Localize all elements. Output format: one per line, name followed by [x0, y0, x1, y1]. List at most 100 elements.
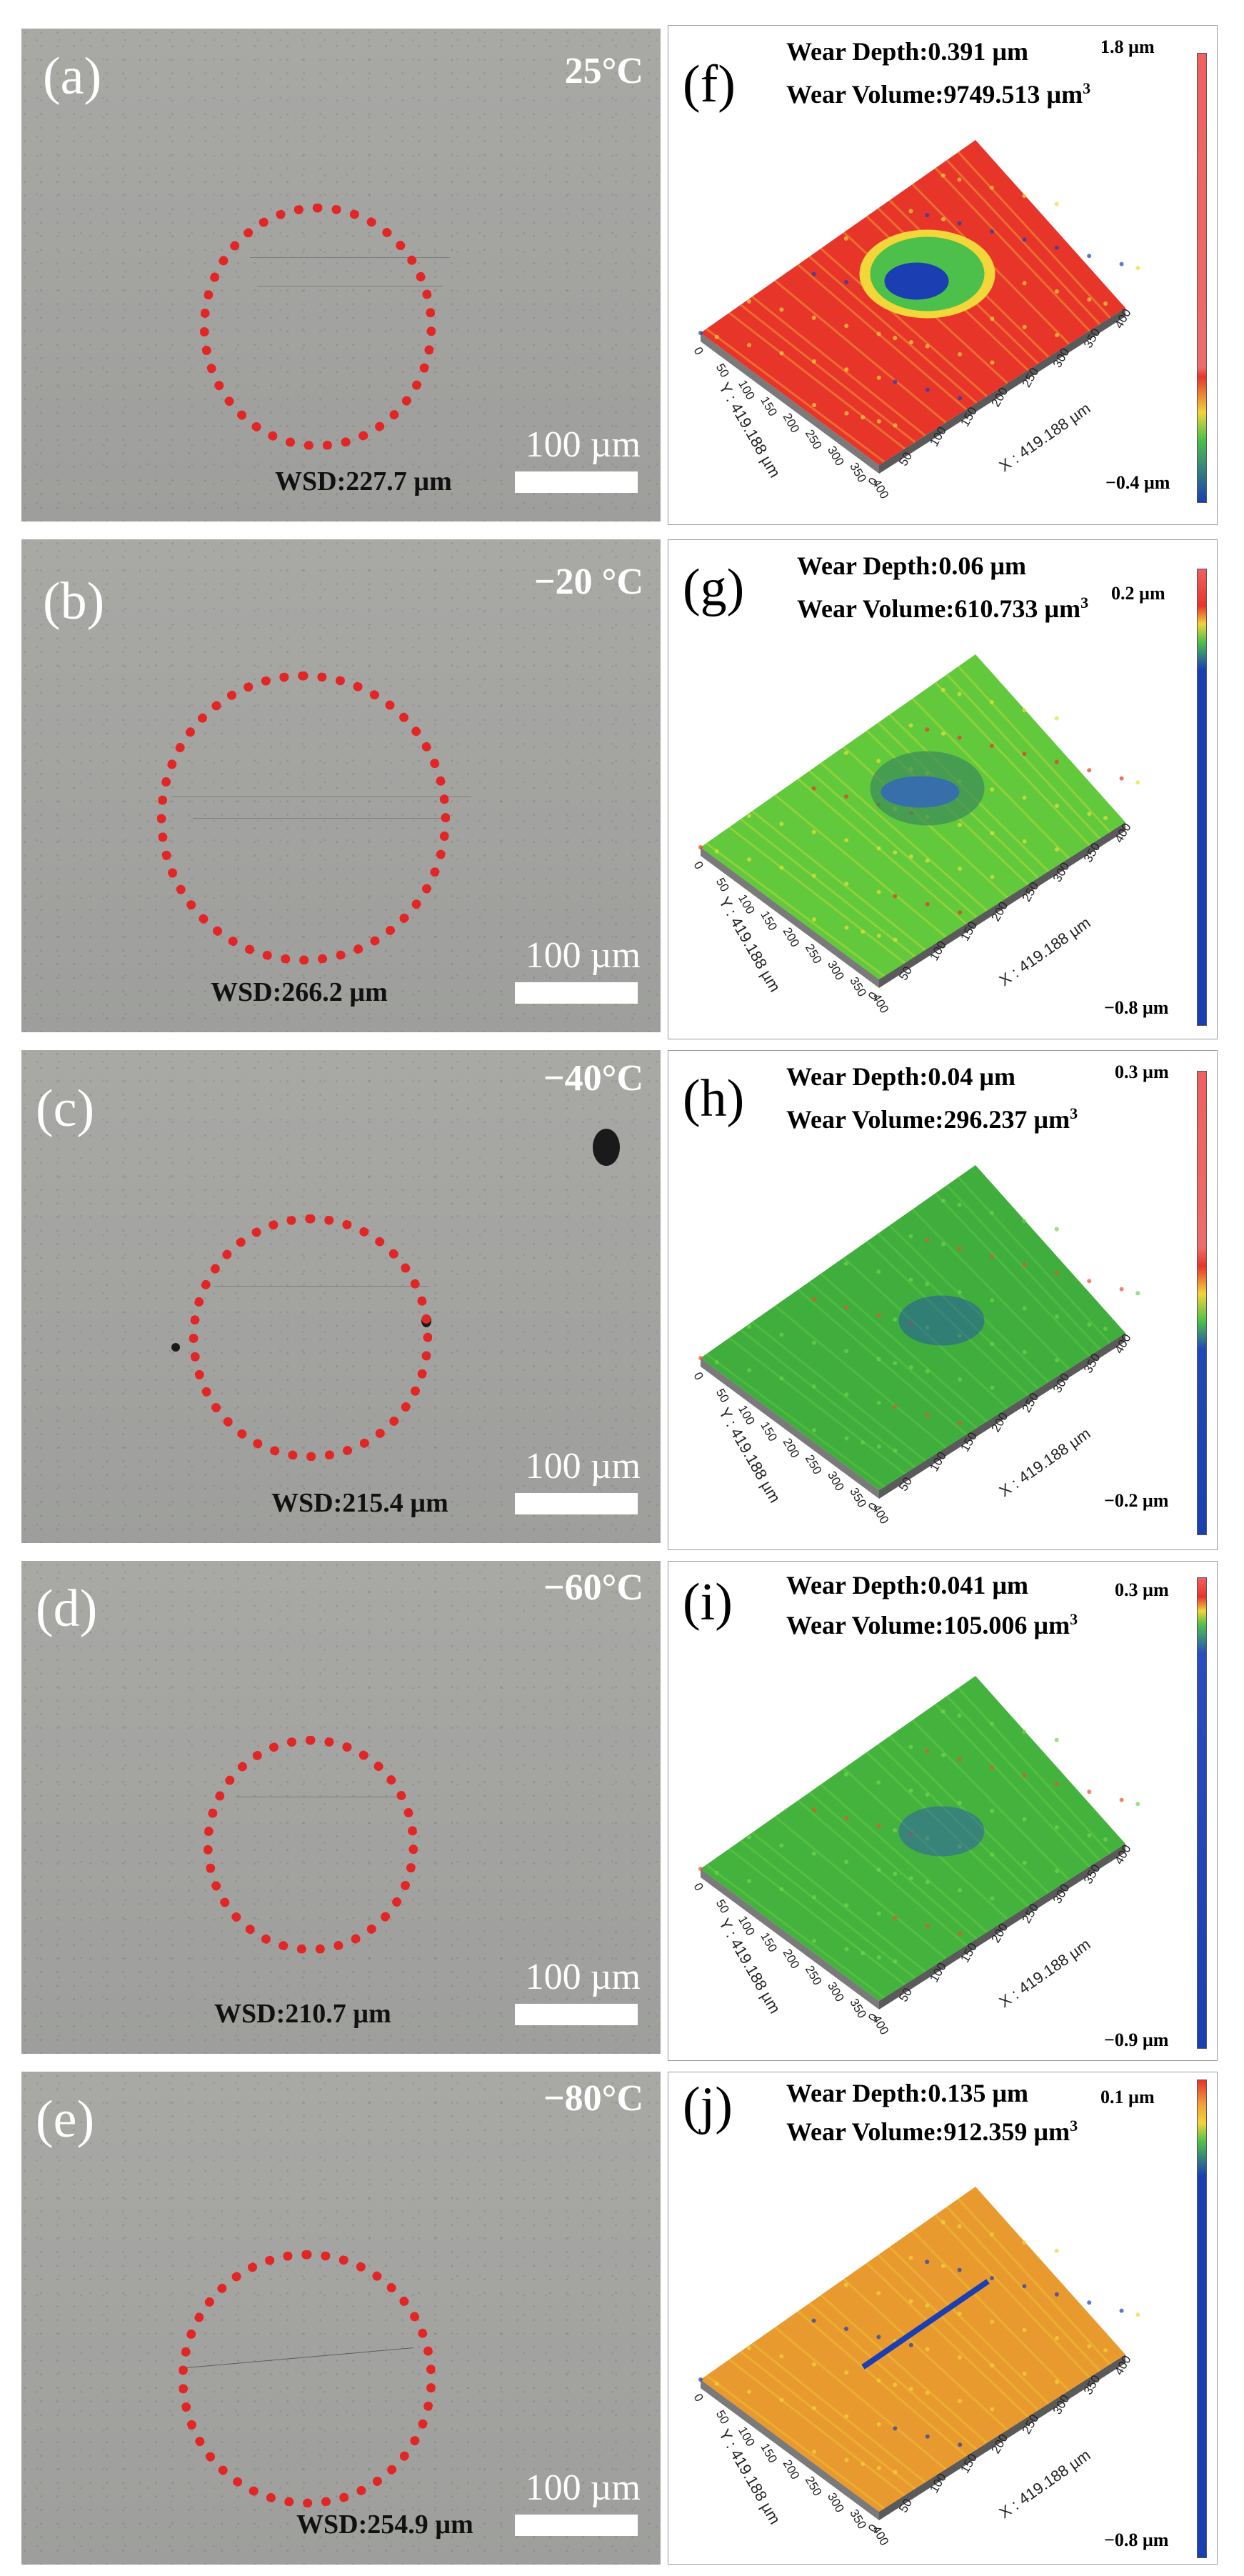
scale-bar-label: 100 µm	[525, 2467, 641, 2508]
y-tick-label: 200	[781, 1436, 803, 1460]
color-scale-bar	[1197, 569, 1207, 1026]
color-scale-bar	[1197, 53, 1207, 503]
x-axis-label: X : 419.188 µm	[996, 914, 1094, 989]
wear-volume-label: Wear Volume:296.237 µm3	[786, 1104, 1078, 1134]
y-tick-label: 150	[758, 1419, 780, 1444]
temperature-label: −60°C	[543, 1567, 643, 1608]
color-scale-min: −0.2 µm	[1104, 1490, 1169, 1511]
panel-label: (c)	[36, 1079, 95, 1138]
y-tick-label: 150	[758, 1930, 780, 1955]
micrograph-b: (b) −20 °C 100 µm WSD:266.2 µm	[21, 539, 661, 1032]
color-scale-max: 0.2 µm	[1111, 583, 1165, 604]
color-scale-max: 0.3 µm	[1115, 1062, 1169, 1082]
topography-i: 0 0 50 50 100 100 150 150 200 200 250 250 300 300 350 3…	[668, 1561, 1218, 2061]
y-tick-label: 300	[825, 2490, 847, 2515]
y-tick-label: 50	[713, 361, 732, 380]
topography-f: 0 0 50 50 100 100 150 150 200 200 250 250 300 300 350 3…	[668, 25, 1218, 525]
y-tick-label: 150	[758, 394, 780, 419]
scale-bar	[515, 982, 638, 1004]
y-tick-label: 50	[713, 1897, 732, 1916]
y-tick-label: 300	[825, 444, 847, 468]
panel-label: (h)	[683, 1069, 745, 1128]
wear-volume-label: Wear Volume:912.359 µm3	[786, 2117, 1078, 2146]
y-tick-label: 0	[691, 345, 706, 358]
y-tick-label: 300	[825, 1980, 847, 2004]
y-tick-label: 0	[691, 1881, 706, 1894]
wear-scar-outline	[204, 1736, 418, 1954]
y-tick-label: 0	[691, 1370, 706, 1383]
panel-label: (j)	[683, 2077, 733, 2135]
y-tick-label: 0	[691, 2392, 706, 2405]
surface-plate	[701, 2187, 1125, 2512]
y-tick-label: 200	[781, 411, 803, 435]
y-tick-label: 0	[691, 859, 706, 872]
wear-scar-diameter: WSD:210.7 µm	[214, 1999, 391, 2029]
y-tick-label: 300	[825, 958, 847, 982]
panel-label: (a)	[43, 47, 102, 106]
scale-bar-label: 100 µm	[525, 1446, 641, 1487]
wear-volume-label: Wear Volume:105.006 µm3	[786, 1610, 1078, 1639]
color-scale-min: −0.8 µm	[1104, 2530, 1169, 2550]
color-scale-bar	[1197, 2080, 1207, 2558]
scale-bar-label: 100 µm	[525, 424, 641, 465]
temperature-label: −40°C	[543, 1058, 643, 1099]
color-scale-max: 1.8 µm	[1100, 36, 1155, 57]
micrograph-c: (c) −40°C 100 µm WSD:215.4 µm	[21, 1050, 661, 1543]
wear-scar-outline	[200, 204, 436, 450]
color-scale-min: −0.8 µm	[1104, 997, 1169, 1018]
color-scale-max: 0.3 µm	[1115, 1579, 1169, 1600]
panel-label: (b)	[43, 572, 105, 631]
panel-label: (f)	[683, 55, 736, 114]
x-axis-label: X : 419.188 µm	[996, 2446, 1094, 2522]
panel-label: (e)	[36, 2090, 95, 2149]
wear-scar-diameter: WSD:266.2 µm	[211, 977, 388, 1007]
wear-volume-label: Wear Volume:9749.513 µm3	[786, 79, 1091, 109]
wear-depth-label: Wear Depth:0.391 µm	[786, 37, 1029, 66]
surface-defect	[171, 1343, 180, 1352]
surface-defect	[593, 1129, 620, 1166]
wear-scar-diameter: WSD:227.7 µm	[275, 466, 452, 496]
wear-depth-label: Wear Depth:0.041 µm	[786, 1571, 1029, 1599]
color-scale-bar	[1197, 1577, 1207, 2049]
wear-scar-outline	[157, 672, 450, 964]
y-tick-label: 250	[803, 2474, 825, 2498]
wear-scar-diameter: WSD:215.4 µm	[271, 1488, 448, 1518]
scale-bar	[515, 1493, 638, 1514]
scale-bar-label: 100 µm	[525, 935, 641, 976]
y-tick-label: 200	[781, 925, 803, 949]
color-scale-bar	[1197, 1071, 1207, 1535]
color-scale-max: 0.1 µm	[1100, 2087, 1155, 2107]
temperature-label: 25°C	[564, 51, 643, 91]
y-tick-label: 50	[713, 2408, 732, 2427]
surface-plate	[701, 1676, 1125, 2001]
y-tick-label: 200	[781, 1947, 803, 1971]
wear-scar-diameter: WSD:254.9 µm	[296, 2510, 473, 2540]
micrograph-d: (d) −60°C 100 µm WSD:210.7 µm	[21, 1561, 661, 2054]
color-scale-min: −0.9 µm	[1104, 2030, 1169, 2050]
panel-label: (i)	[683, 1573, 733, 1632]
color-scale-min: −0.4 µm	[1105, 472, 1170, 493]
x-axis-label: X : 419.188 µm	[996, 1935, 1094, 2011]
wear-depth-label: Wear Depth:0.06 µm	[797, 551, 1027, 580]
wear-scar-outline	[189, 1214, 432, 1461]
scale-bar	[515, 2004, 638, 2025]
temperature-label: −20 °C	[534, 561, 643, 602]
micrograph-a: (a) 25°C 100 µm WSD:227.7 µm	[21, 29, 661, 521]
wear-volume-label: Wear Volume:610.733 µm3	[797, 594, 1089, 623]
scale-bar-label: 100 µm	[525, 1957, 641, 1997]
y-tick-label: 300	[825, 1469, 847, 1493]
wear-scar-outline	[179, 2250, 436, 2507]
wear-depth-label: Wear Depth:0.04 µm	[786, 1062, 1016, 1091]
micrograph-e: (e) −80°C 100 µm WSD:254.9 µm	[21, 2072, 661, 2565]
panel-label: (g)	[683, 559, 745, 617]
y-tick-label: 250	[803, 427, 825, 451]
topography-j: 0 0 50 50 100 100 150 150 200 200 250 250 300 300 350 3…	[668, 2072, 1218, 2565]
temperature-label: −80°C	[543, 2078, 643, 2119]
y-tick-label: 250	[803, 1963, 825, 1987]
topography-g: 0 0 50 50 100 100 150 150 200 200 250 250 300 300 350 3…	[668, 539, 1218, 1039]
scale-bar	[515, 471, 638, 493]
y-tick-label: 50	[713, 1387, 732, 1405]
y-tick-label: 250	[803, 942, 825, 966]
